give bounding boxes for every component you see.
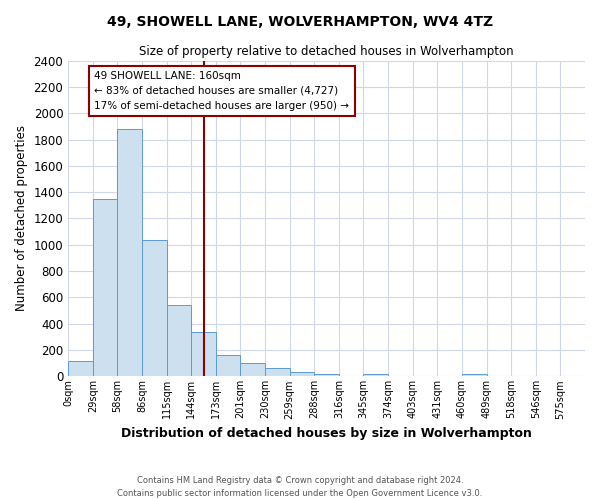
Bar: [216, 356, 241, 376]
Title: Size of property relative to detached houses in Wolverhampton: Size of property relative to detached ho…: [139, 45, 514, 58]
X-axis label: Distribution of detached houses by size in Wolverhampton: Distribution of detached houses by size …: [121, 427, 532, 440]
Bar: [118, 129, 142, 376]
Bar: [142, 240, 167, 376]
Text: 49 SHOWELL LANE: 160sqm
← 83% of detached houses are smaller (4,727)
17% of semi: 49 SHOWELL LANE: 160sqm ← 83% of detache…: [94, 71, 349, 110]
Bar: [93, 198, 118, 376]
Bar: [314, 374, 339, 376]
Bar: [191, 332, 216, 376]
Text: Contains HM Land Registry data © Crown copyright and database right 2024.
Contai: Contains HM Land Registry data © Crown c…: [118, 476, 482, 498]
Bar: [68, 360, 93, 376]
Bar: [265, 368, 290, 376]
Bar: [462, 374, 487, 376]
Text: 49, SHOWELL LANE, WOLVERHAMPTON, WV4 4TZ: 49, SHOWELL LANE, WOLVERHAMPTON, WV4 4TZ: [107, 15, 493, 29]
Bar: [364, 374, 388, 376]
Bar: [241, 362, 265, 376]
Bar: [290, 372, 314, 376]
Y-axis label: Number of detached properties: Number of detached properties: [15, 126, 28, 312]
Bar: [167, 306, 191, 376]
